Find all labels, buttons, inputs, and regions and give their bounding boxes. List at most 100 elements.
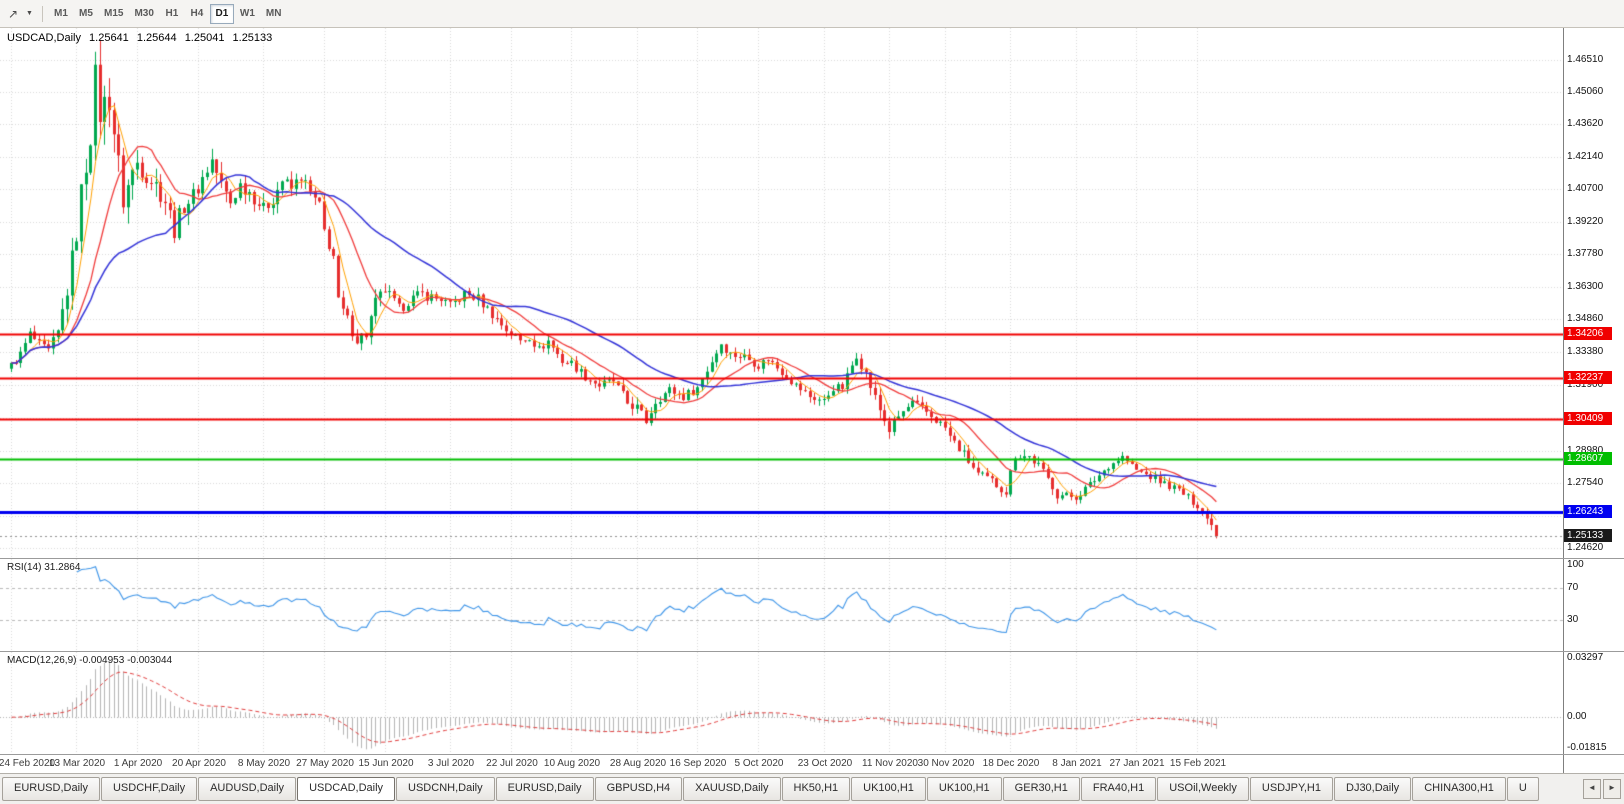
ohlc-open: 1.25641 bbox=[89, 32, 129, 44]
price-axis-macd: 0.03297 0.00 -0.01815 bbox=[1564, 652, 1623, 754]
date-axis-label: 5 Oct 2020 bbox=[734, 758, 784, 769]
price-axis-rsi: 100 70 30 bbox=[1564, 559, 1623, 651]
date-axis-label: 18 Dec 2020 bbox=[982, 758, 1040, 769]
timeframe-m1-button[interactable]: M1 bbox=[49, 4, 73, 24]
chart-tab-dj30-daily[interactable]: DJ30,Daily bbox=[1334, 777, 1412, 801]
price-axis-tick: 1.36300 bbox=[1567, 281, 1604, 293]
plot-area: USDCAD,Daily 1.25641 1.25644 1.25041 1.2… bbox=[0, 28, 1564, 773]
ohlc-low: 1.25041 bbox=[184, 32, 225, 44]
timeframe-m5-button[interactable]: M5 bbox=[74, 4, 98, 24]
chart-tab-china300-h1[interactable]: CHINA300,H1 bbox=[1412, 777, 1506, 801]
tabs-scroll-right-button[interactable]: ► bbox=[1603, 779, 1621, 799]
timeframe-toolbar: ↗ ▼ M1 M5 M15 M30 H1 H4 D1 W1 MN bbox=[0, 0, 1624, 28]
chart-tab-usdcad-daily[interactable]: USDCAD,Daily bbox=[297, 777, 396, 801]
date-axis-label: 23 Oct 2020 bbox=[797, 758, 853, 769]
chart-tab-hk50-h1[interactable]: HK50,H1 bbox=[781, 777, 851, 801]
ohlc-close: 1.25133 bbox=[232, 32, 273, 44]
chart-title: USDCAD,Daily 1.25641 1.25644 1.25041 1.2… bbox=[7, 32, 277, 44]
price-axis-tick: 1.46510 bbox=[1567, 53, 1604, 65]
price-axis-tick: 1.34860 bbox=[1567, 313, 1604, 325]
rsi-axis-tick: 100 bbox=[1567, 559, 1584, 570]
price-axis-main: 1.46510 1.45060 1.43620 1.42140 1.40700 1.392… bbox=[1564, 28, 1623, 558]
rsi-axis-tick: 70 bbox=[1567, 581, 1579, 593]
chart-tab-eurusd-daily[interactable]: EURUSD,Daily bbox=[495, 777, 594, 801]
date-axis-label: 27 May 2020 bbox=[296, 758, 354, 769]
timeframe-w1-button[interactable]: W1 bbox=[235, 4, 260, 24]
chart-tab-usdjpy-h1[interactable]: USDJPY,H1 bbox=[1249, 777, 1333, 801]
timeframe-m15-button[interactable]: M15 bbox=[99, 4, 128, 24]
rsi-pane-canvas[interactable] bbox=[0, 559, 1564, 651]
pane-splitter-rsi-macd[interactable] bbox=[0, 651, 1624, 652]
pane-splitter-main-rsi[interactable] bbox=[0, 558, 1624, 559]
chart-tab-fra40-h1[interactable]: FRA40,H1 bbox=[1080, 777, 1157, 801]
chart-window: USDCAD,Daily 1.25641 1.25644 1.25041 1.2… bbox=[0, 28, 1624, 773]
timeframe-m30-button[interactable]: M30 bbox=[129, 4, 158, 24]
price-axis-column: 1.46510 1.45060 1.43620 1.42140 1.40700 1.392… bbox=[1563, 28, 1624, 773]
date-axis-label: 24 Feb 2020 bbox=[0, 758, 56, 769]
date-axis-label: 13 Mar 2020 bbox=[48, 758, 106, 769]
date-axis-label: 16 Sep 2020 bbox=[669, 758, 727, 769]
rsi-axis-tick: 30 bbox=[1567, 614, 1579, 626]
date-axis-label: 27 Jan 2021 bbox=[1109, 758, 1165, 769]
macd-axis-tick: 0.00 bbox=[1567, 711, 1587, 723]
date-axis-label: 28 Aug 2020 bbox=[609, 758, 667, 769]
date-axis-label: 11 Nov 2020 bbox=[862, 758, 918, 769]
rsi-indicator-label: RSI(14) 31.2864 bbox=[7, 562, 81, 573]
price-axis-tick: 1.43620 bbox=[1567, 118, 1604, 130]
tabs-scroll-left-button[interactable]: ◄ bbox=[1583, 779, 1601, 799]
timeframe-d1-button[interactable]: D1 bbox=[209, 3, 234, 24]
date-axis-label: 8 May 2020 bbox=[237, 758, 291, 769]
price-axis-tick: 1.42140 bbox=[1567, 151, 1604, 163]
chevron-down-icon[interactable]: ▼ bbox=[26, 10, 33, 17]
price-axis-tick: 1.31900 bbox=[1567, 379, 1604, 391]
chart-tabs-bar: EURUSD,Daily USDCHF,Daily AUDUSD,Daily USDC… bbox=[0, 773, 1624, 804]
date-axis: 24 Feb 2020 13 Mar 2020 1 Apr 2020 20 Apr 2… bbox=[0, 755, 1563, 773]
macd-axis-tick: -0.01815 bbox=[1567, 742, 1607, 753]
toolbar-separator bbox=[42, 5, 43, 22]
timeframe-h4-button[interactable]: H4 bbox=[185, 4, 209, 24]
price-axis-tick: 1.40700 bbox=[1567, 183, 1604, 195]
pane-splitter-macd-axis bbox=[0, 754, 1624, 755]
chart-tab-usoil-weekly[interactable]: USOil,Weekly bbox=[1157, 777, 1249, 801]
price-axis-tick: 1.39220 bbox=[1567, 216, 1604, 228]
date-axis-label: 22 Jul 2020 bbox=[486, 758, 538, 769]
timeframe-buttons: M1 M5 M15 M30 H1 H4 D1 W1 MN bbox=[49, 3, 287, 24]
date-axis-label: 3 Jul 2020 bbox=[427, 758, 475, 769]
date-axis-label: 15 Jun 2020 bbox=[358, 758, 414, 769]
chart-tab-xauusd-daily[interactable]: XAUUSD,Daily bbox=[683, 777, 781, 801]
macd-pane-canvas[interactable] bbox=[0, 652, 1564, 754]
price-level-label: 1.34206 bbox=[1564, 327, 1613, 341]
chart-tab-audusd-daily[interactable]: AUDUSD,Daily bbox=[198, 777, 297, 801]
date-axis-label: 10 Aug 2020 bbox=[543, 758, 601, 769]
date-axis-label: 8 Jan 2021 bbox=[1052, 758, 1102, 769]
price-level-label: 1.32237 bbox=[1564, 370, 1613, 384]
timeframe-h1-button[interactable]: H1 bbox=[160, 4, 184, 24]
price-level-label: 1.26243 bbox=[1564, 504, 1613, 518]
chart-tab-gbpusd-h4[interactable]: GBPUSD,H4 bbox=[594, 777, 683, 801]
price-axis-tick: 1.24620 bbox=[1567, 541, 1604, 553]
macd-indicator-label: MACD(12,26,9) -0.004953 -0.003044 bbox=[7, 655, 173, 666]
chart-tab-eurusd-daily[interactable]: EURUSD,Daily bbox=[2, 777, 100, 801]
timeframe-mn-button[interactable]: MN bbox=[261, 4, 287, 24]
tabs-scroll-controls: ◄ ► bbox=[1580, 774, 1624, 804]
price-level-label: 1.28607 bbox=[1564, 451, 1613, 465]
price-axis-tick: 1.45060 bbox=[1567, 86, 1604, 98]
date-axis-label: 20 Apr 2020 bbox=[172, 758, 226, 769]
ohlc-high: 1.25644 bbox=[136, 32, 177, 44]
price-level-label: 1.30409 bbox=[1564, 411, 1613, 425]
chart-tab-usdchf-daily[interactable]: USDCHF,Daily bbox=[100, 777, 198, 801]
price-axis-tick: 1.27540 bbox=[1567, 476, 1604, 488]
date-axis-label: 30 Nov 2020 bbox=[917, 758, 975, 769]
chart-tab-uk100-h1[interactable]: UK100,H1 bbox=[926, 777, 1002, 801]
chart-tab-ger30-h1[interactable]: GER30,H1 bbox=[1002, 777, 1080, 801]
price-axis-tick: 1.33380 bbox=[1567, 346, 1604, 358]
price-chart-canvas[interactable] bbox=[0, 28, 1564, 558]
macd-axis-tick: 0.03297 bbox=[1567, 652, 1604, 663]
chart-tab-u[interactable]: U bbox=[1506, 777, 1539, 801]
price-level-label: 1.25133 bbox=[1564, 529, 1613, 543]
chart-tab-usdcnh-daily[interactable]: USDCNH,Daily bbox=[396, 777, 495, 801]
price-axis-tick: 1.37780 bbox=[1567, 248, 1604, 260]
chart-tab-uk100-h1[interactable]: UK100,H1 bbox=[851, 777, 926, 801]
chart-cursor-icon[interactable]: ↗ bbox=[7, 6, 19, 21]
